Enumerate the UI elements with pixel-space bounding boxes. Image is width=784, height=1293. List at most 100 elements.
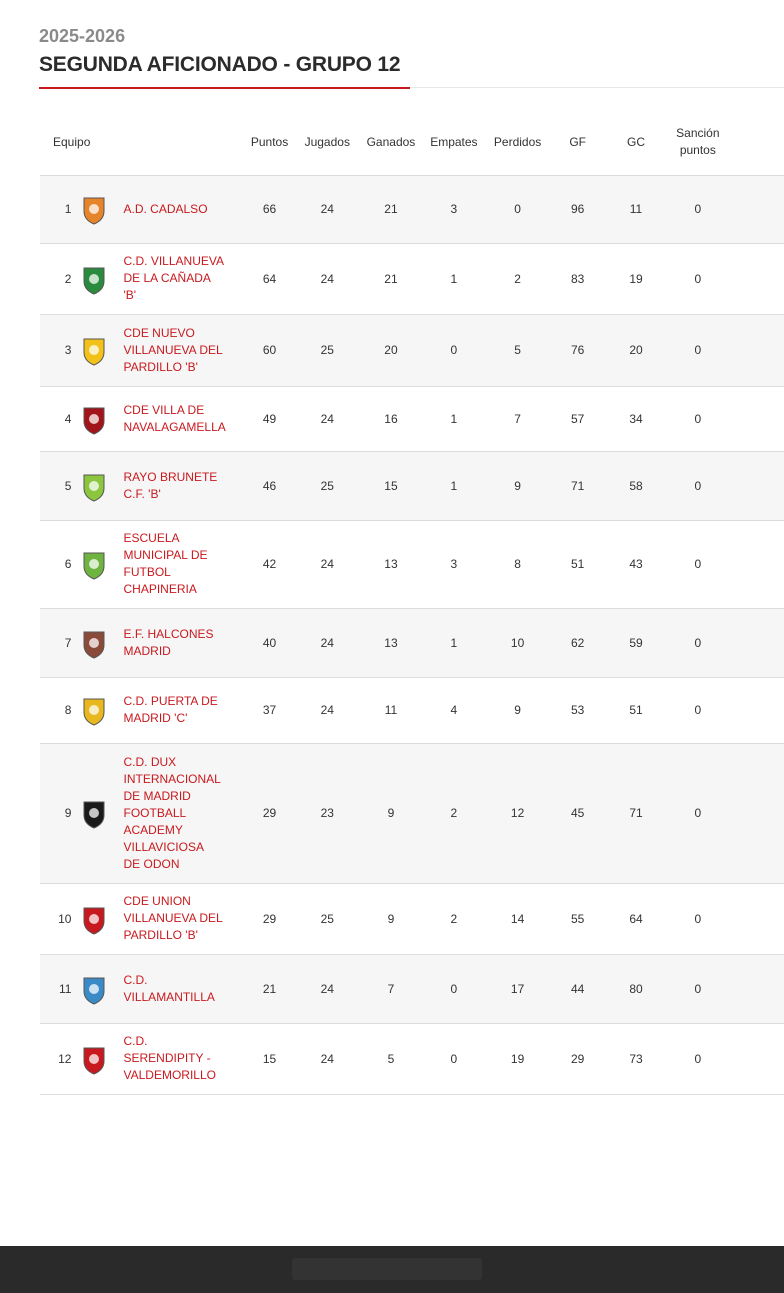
title-underline [39,87,410,89]
team-name-line: VILLANUEVA DEL [123,342,223,357]
crest-cell [77,243,118,314]
drawn-cell: 2 [450,806,458,820]
page-footer [0,1246,784,1293]
team-name-line: MADRID 'C' [123,711,188,725]
sanction-cell: 0 [694,1051,702,1066]
goals-for-cell: 83 [571,271,585,286]
col-header-points[interactable]: Puntos [244,110,295,176]
team-name-line: CDE UNION [123,894,191,908]
crest-cell [77,451,118,520]
halcones-madrid-crest-icon [83,631,105,659]
drawn-cell: 1 [450,271,458,286]
col-header-goals-against[interactable]: GC [605,110,667,176]
crest-cell [77,1023,118,1094]
goals-against-cell: 51 [629,703,643,717]
team-name-line: DE ODON [123,856,180,871]
navalagamella-crest-icon [83,407,105,435]
position-cell: 6 [64,557,72,571]
team-link[interactable]: CDE UNION VILLANUEVA DEL PARDILLO 'B' [119,883,245,954]
team-name-line: C.F. 'B' [123,486,161,501]
col-header-team[interactable]: Equipo [40,110,245,176]
team-name-line: NAVALAGAMELLA [123,419,226,434]
goals-against-cell: 43 [629,557,643,571]
nuevo-villanueva-pardillo-crest-icon [83,338,105,366]
villanueva-canada-crest-icon [83,267,105,295]
lost-cell: 12 [510,806,525,820]
team-link[interactable]: C.D. SERENDIPITY - VALDEMORILLO [119,1023,245,1094]
points-cell: 42 [262,557,277,571]
goals-for-cell: 44 [571,981,585,996]
points-cell: 49 [262,411,277,426]
won-cell: 21 [384,271,398,286]
table-row: 10 CDE UNION VILLANUEVA DEL PARDILLO 'B' 29 2… [40,883,784,954]
table-row: 8 C.D. PUERTA DE MADRID 'C' 37 24 11 4 9 53 51 0 [40,677,784,743]
drawn-cell: 1 [450,411,458,426]
position-cell: 5 [64,478,72,493]
team-name-line: DE MADRID [123,788,191,803]
union-villanueva-pardillo-crest-icon [83,907,105,935]
sanction-cell: 0 [694,911,702,926]
team-name-line: FOOTBALL [123,805,187,820]
spacer-cell [730,175,784,243]
team-link[interactable]: C.D. VILLANUEVA DE LA CAÑADA 'B' [119,243,245,314]
col-header-sanction[interactable]: Sanción puntos [666,110,730,176]
drawn-cell: 0 [450,981,458,996]
played-cell: 24 [320,202,334,216]
played-cell: 25 [320,343,334,357]
crest-cell [77,743,118,883]
lost-cell: 5 [514,343,521,357]
points-cell: 21 [262,981,277,996]
team-link[interactable]: CDE VILLA DE NAVALAGAMELLA [119,386,245,451]
spacer-cell [730,608,784,677]
lost-cell: 9 [514,478,521,493]
won-cell: 7 [387,981,395,996]
team-name-line: DE LA CAÑADA [123,271,211,285]
sanction-cell: 0 [694,635,702,650]
position-cell: 9 [64,806,72,820]
position-cell: 12 [58,1051,72,1066]
goals-for-cell: 96 [571,202,585,216]
spacer-cell [730,743,784,883]
spacer-cell [730,314,784,386]
team-link[interactable]: A.D. CADALSO [119,175,245,243]
team-link[interactable]: C.D. DUX INTERNACIONAL DE MADRID FOOTBALL AC… [119,743,245,883]
table-row: 3 CDE NUEVO VILLANUEVA DEL PARDILLO 'B' 60 25… [40,314,784,386]
won-cell: 21 [384,202,398,216]
team-name-line: C.D. VILLANUEVA [123,254,224,268]
sanction-cell: 0 [694,981,702,996]
footer-logo-icon[interactable] [292,1258,482,1280]
team-link[interactable]: C.D. VILLAMANTILLA [119,954,245,1023]
goals-for-cell: 62 [571,635,585,650]
spacer-cell [730,520,784,608]
col-header-lost[interactable]: Perdidos [485,110,550,176]
standings-table: Equipo Puntos Jugados Ganados Empates Pe… [40,110,784,1095]
crest-cell [77,386,118,451]
team-name-line: VILLAVICIOSA [123,839,204,854]
col-header-goals-for[interactable]: GF [549,110,606,176]
col-header-drawn[interactable]: Empates [422,110,486,176]
team-link[interactable]: C.D. PUERTA DE MADRID 'C' [119,677,245,743]
col-header-played[interactable]: Jugados [294,110,360,176]
won-cell: 9 [387,911,395,926]
page-header: 2025-2026 SEGUNDA AFICIONADO - GRUPO 12 [39,24,401,80]
table-row: 2 C.D. VILLANUEVA DE LA CAÑADA 'B' 64 24 21 1 2 8… [40,243,784,314]
sanction-cell: 0 [694,202,702,216]
points-cell: 29 [262,806,277,820]
team-name-line: VILLAMANTILLA [123,989,215,1004]
team-link[interactable]: ESCUELA MUNICIPAL DE FUTBOL CHAPINERIA [119,520,245,608]
team-link[interactable]: E.F. HALCONES MADRID [119,608,245,677]
won-cell: 15 [384,478,398,493]
team-name-line: CDE NUEVO [123,325,195,340]
team-name-line: CDE VILLA DE [123,402,205,417]
crest-cell [77,520,118,608]
lost-cell: 17 [510,981,525,996]
spacer-cell [730,954,784,1023]
team-name-line: SERENDIPITY - [123,1051,211,1065]
position-cell: 10 [58,911,72,926]
team-link[interactable]: RAYO BRUNETE C.F. 'B' [119,451,245,520]
col-header-won[interactable]: Ganados [359,110,423,176]
points-cell: 64 [262,271,277,286]
won-cell: 20 [384,343,398,357]
team-link[interactable]: CDE NUEVO VILLANUEVA DEL PARDILLO 'B' [119,314,245,386]
spacer-cell [730,883,784,954]
